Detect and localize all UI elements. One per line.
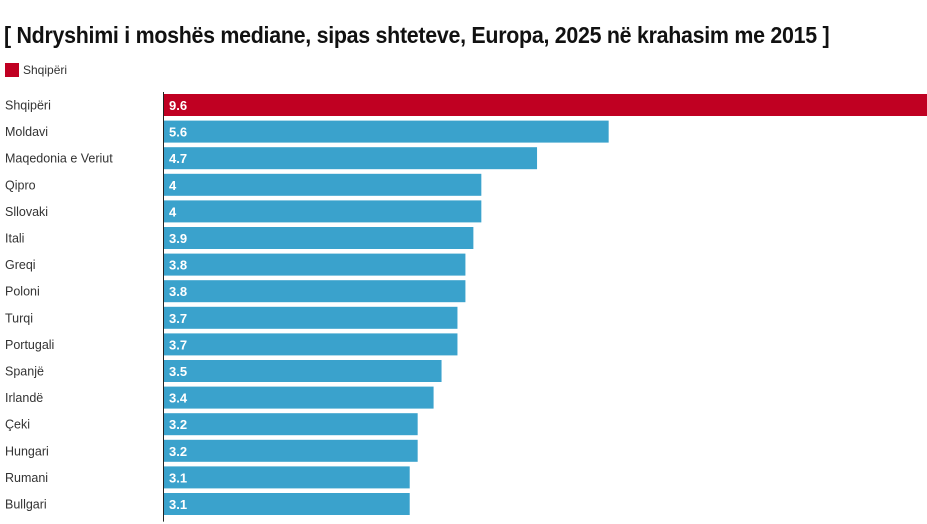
bar-greqi[interactable] <box>163 253 466 276</box>
value-label-hungari: 3.2 <box>169 444 187 459</box>
bars-group: Shqipëri 9.6 Moldavi 5.6 Maqedonia e Veriut 4… <box>5 94 927 515</box>
legend-label-shqiperi: Shqipëri <box>23 63 68 77</box>
value-label-spanje: 3.5 <box>169 364 187 379</box>
category-label-greqi: Greqi <box>5 258 36 272</box>
category-label-spanje: Spanjë <box>5 365 44 379</box>
bar-hungari[interactable] <box>163 439 418 462</box>
bar-itali[interactable] <box>163 227 474 249</box>
bar-rumani[interactable] <box>163 466 410 489</box>
category-label-poloni: Poloni <box>5 285 40 299</box>
value-label-itali: 3.9 <box>169 231 187 246</box>
category-label-sllovaki: Sllovaki <box>5 205 48 219</box>
category-label-rumani: Rumani <box>5 471 48 485</box>
legend-swatch-shqiperi <box>5 63 19 77</box>
value-label-moldavi: 5.6 <box>169 125 187 140</box>
value-label-rumani: 3.1 <box>169 470 187 485</box>
category-label-hungari: Hungari <box>5 444 49 458</box>
bar-poloni[interactable] <box>163 280 466 303</box>
value-label-qipro: 4 <box>169 178 177 193</box>
bar-bullgari[interactable] <box>163 493 410 515</box>
value-label-shqiperi: 9.6 <box>169 98 187 113</box>
category-label-itali: Itali <box>5 232 24 246</box>
bar-moldavi[interactable] <box>163 120 609 143</box>
bar-maqedonia-e-veriut[interactable] <box>163 147 538 170</box>
bar-qipro[interactable] <box>163 173 482 196</box>
bar-irlande[interactable] <box>163 386 434 409</box>
value-label-ceki: 3.2 <box>169 417 187 432</box>
bar-spanje[interactable] <box>163 360 442 382</box>
value-label-bullgari: 3.1 <box>169 497 187 512</box>
bar-turqi[interactable] <box>163 306 458 329</box>
category-label-qipro: Qipro <box>5 178 36 192</box>
value-label-turqi: 3.7 <box>169 311 187 326</box>
category-label-moldavi: Moldavi <box>5 125 48 139</box>
value-label-poloni: 3.8 <box>169 284 187 299</box>
value-label-maqedonia-e-veriut: 4.7 <box>169 151 187 166</box>
chart-title: [ Ndryshimi i moshës mediane, sipas shte… <box>4 22 830 48</box>
legend: Shqipëri <box>5 63 67 77</box>
category-label-portugali: Portugali <box>5 338 54 352</box>
value-label-irlande: 3.4 <box>169 391 188 406</box>
value-label-greqi: 3.8 <box>169 258 187 273</box>
bar-sllovaki[interactable] <box>163 200 482 223</box>
value-label-portugali: 3.7 <box>169 337 187 352</box>
category-label-turqi: Turqi <box>5 311 33 325</box>
value-label-sllovaki: 4 <box>169 204 177 219</box>
category-label-bullgari: Bullgari <box>5 498 47 512</box>
category-label-shqiperi: Shqipëri <box>5 99 51 113</box>
bar-ceki[interactable] <box>163 413 418 436</box>
category-label-irlande: Irlandë <box>5 391 43 405</box>
bar-portugali[interactable] <box>163 333 458 356</box>
category-label-maqedonia-e-veriut: Maqedonia e Veriut <box>5 152 113 166</box>
bar-shqiperi[interactable] <box>163 94 927 116</box>
category-label-ceki: Çeki <box>5 418 30 432</box>
